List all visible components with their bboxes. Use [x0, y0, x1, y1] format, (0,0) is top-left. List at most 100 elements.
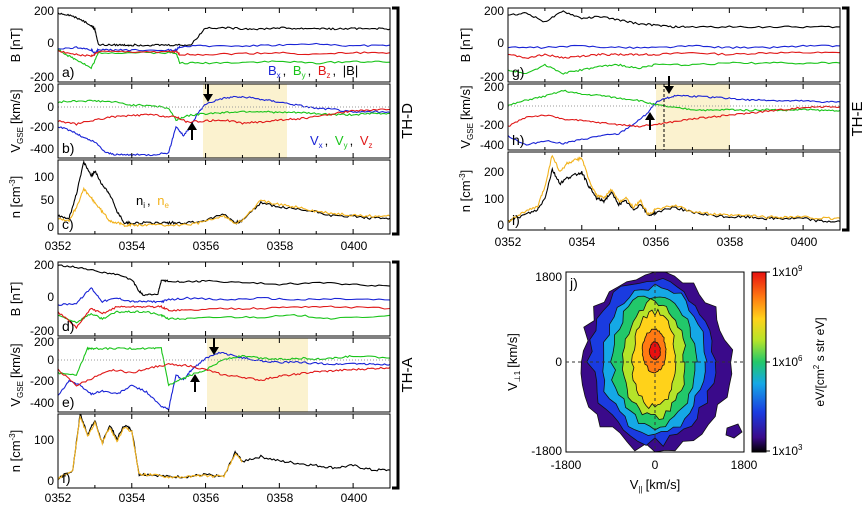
series-d-bz	[58, 305, 390, 330]
legend-vy-sub: y	[344, 141, 348, 150]
ytick-a-0: 0	[47, 36, 54, 50]
probe-label-th-e: TH-E	[849, 102, 865, 137]
ylabel-i-close: ]	[458, 170, 473, 174]
frame-h	[507, 83, 841, 151]
series-g-b	[508, 10, 840, 29]
arrow-down-e	[209, 338, 219, 355]
series-i-ni	[508, 166, 840, 223]
ytick-a-200: 200	[34, 4, 54, 18]
arrow-up-e	[190, 374, 200, 392]
ylabel-i-sup: -3	[458, 173, 467, 181]
ylabel-f-close: ]	[8, 430, 23, 434]
ylabel-h: VGSE [km/s]	[458, 85, 475, 148]
ytick-c-50: 50	[41, 193, 55, 207]
series-g-bz	[508, 51, 840, 59]
xtick-i-0354: 0354	[569, 235, 596, 249]
ytick-e-200: 200	[34, 335, 54, 349]
cbar-label-3: 1x103	[772, 443, 803, 458]
ylabel-b: VGSE [km/s]	[8, 89, 25, 152]
ylabel-c-n: n [cm	[8, 186, 23, 218]
legend-sep-1: ,	[283, 63, 287, 78]
ytick-g-0: 0	[497, 36, 504, 50]
cbar-axis-text: eV/[cm2 s str eV]	[812, 317, 827, 406]
panel-i-series	[508, 154, 840, 223]
ylabel-h-v: V	[458, 140, 473, 149]
frame-c	[57, 159, 391, 235]
ytick-b-200: 200	[34, 81, 54, 95]
ytick-e-0: 0	[47, 353, 54, 367]
series-g-by	[508, 61, 840, 75]
legend-sep-2: ,	[308, 63, 312, 78]
legend-bx-sub: x	[277, 71, 281, 80]
xtick-f-0356: 0356	[193, 491, 220, 505]
xtick-c-0400: 0400	[341, 239, 368, 253]
ytick-i-0: 0	[497, 218, 504, 232]
panel-e-series	[58, 346, 390, 411]
ytick-d-0: 0	[47, 290, 54, 304]
panel-label-a: a)	[62, 64, 74, 80]
series-h-vx	[508, 94, 840, 146]
arrow-down-h	[664, 76, 674, 94]
ytick-b-m400: -400	[30, 142, 54, 156]
cbar-label-9: 1x109	[772, 264, 803, 279]
bracket-th-d	[392, 6, 400, 236]
ylabel-b-v: V	[8, 144, 23, 153]
heatmap-j	[580, 271, 743, 453]
ytick-b-m200: -200	[30, 120, 54, 134]
panel-label-b: b)	[62, 140, 74, 156]
legend-by-sub: y	[302, 71, 306, 80]
legend-ni: n	[136, 193, 143, 208]
frame-g	[507, 7, 841, 83]
panel-label-j: j)	[569, 275, 578, 291]
legend-ne-sub: e	[165, 201, 170, 210]
j-xlabel-sub: ||	[638, 485, 642, 494]
panel-label-f: f)	[62, 470, 71, 486]
ytick-a-m200: -200	[30, 70, 54, 84]
ylabel-f-sup: -3	[8, 433, 17, 441]
series-i-ne	[508, 154, 840, 223]
ylabel-c-text: n [cm-3]	[8, 176, 23, 219]
xtick-i-0358: 0358	[717, 235, 744, 249]
panel-label-d: d)	[62, 318, 74, 334]
ytick-g-200: 200	[484, 4, 504, 18]
cbar-label-6: 1x106	[772, 354, 803, 369]
ytick-b-0: 0	[47, 100, 54, 114]
xtick-i-0356: 0356	[643, 235, 670, 249]
ytick-c-0: 0	[47, 220, 54, 234]
panel-h-series	[508, 89, 840, 146]
ytick-g-m200: -200	[480, 70, 504, 84]
xtick-f-0400: 0400	[341, 491, 368, 505]
legend-vy: V	[335, 133, 344, 148]
ylabel-c-sup: -3	[8, 179, 17, 187]
xtick-f-0358: 0358	[267, 491, 294, 505]
frame-i	[507, 151, 841, 231]
xtick-c-0352: 0352	[45, 239, 72, 253]
j-xlabel-unit: [km/s]	[646, 477, 681, 492]
ytick-f-0: 0	[47, 474, 54, 488]
panel-f-series	[58, 414, 390, 481]
series-layer	[58, 10, 840, 481]
cbar-9-sup: 9	[798, 264, 803, 273]
ylabel-f-n: n [cm	[8, 440, 23, 472]
cbar-6-sup: 6	[798, 354, 803, 363]
legend-vz-sub: z	[369, 141, 373, 150]
panel-g-series	[508, 10, 840, 75]
j-xlabel-v: V	[630, 477, 639, 492]
probe-label-th-d: TH-D	[399, 103, 416, 139]
ytick-h-0: 0	[497, 99, 504, 113]
ylabel-b-text: VGSE [km/s]	[8, 89, 25, 152]
ylabel-e: VGSE [km/s]	[8, 343, 25, 406]
ylabel-i-n: n [cm	[458, 180, 473, 212]
j-xtick-1800: 1800	[731, 458, 758, 472]
ytick-i-200: 200	[484, 165, 504, 179]
ylabel-d: B [nT]	[8, 282, 23, 317]
legend-bx: B	[268, 63, 277, 78]
ytick-h-m200: -200	[480, 118, 504, 132]
legend-b-field: Bx, By, Bz, |B|	[268, 63, 358, 80]
j-ylabel-v: V	[505, 382, 520, 391]
frame-d	[57, 261, 391, 337]
ytick-h-200: 200	[484, 80, 504, 94]
legend-sep-3: ,	[333, 63, 337, 78]
